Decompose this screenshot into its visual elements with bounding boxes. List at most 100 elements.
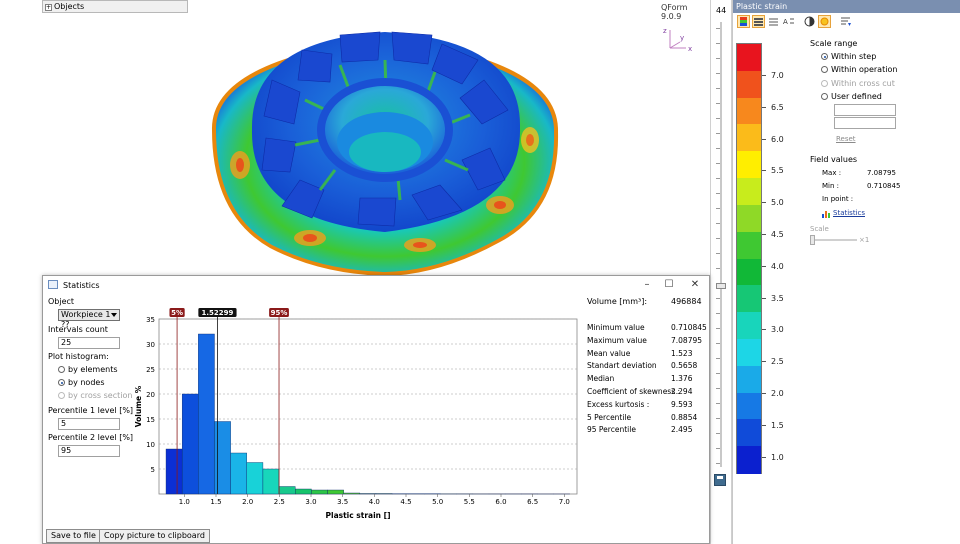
volume-label: Volume [mm³]: [587, 297, 647, 306]
histogram-bar [263, 469, 279, 494]
scale-color-band [737, 259, 761, 286]
close-button[interactable]: ✕ [687, 278, 703, 292]
statistics-link[interactable]: Statistics [833, 209, 865, 217]
radio-icon [821, 93, 828, 100]
objects-tree-header[interactable]: + Objects [42, 0, 188, 13]
stat-label: Minimum value [587, 323, 645, 332]
percentile-marker-label: 5% [171, 309, 183, 317]
histogram-bar [166, 449, 182, 494]
scale-text-icon[interactable]: A [782, 15, 795, 28]
scale-label: 5.5 [771, 166, 784, 175]
step-slider-thumb[interactable] [716, 283, 726, 289]
reset-link[interactable]: Reset [836, 135, 856, 143]
histogram-chart: 5 10 15 20 25 30 35 1.0 1.5 2.0 2.5 3.0 3.5 4.0 4.5 5.0… [133, 302, 583, 524]
options-icon[interactable] [839, 15, 852, 28]
statistics-icon[interactable] [822, 210, 831, 218]
x-tick-label: 2.0 [242, 498, 253, 506]
slider-tick [716, 223, 720, 224]
scale-color-band [737, 98, 761, 125]
histogram-bar [311, 490, 327, 494]
x-tick-label: 3.0 [305, 498, 316, 506]
y-axis-title: Volume % [134, 385, 143, 427]
y-tick-label: 5 [151, 466, 155, 474]
percentile1-input[interactable]: 5 [58, 418, 120, 430]
intervals-input[interactable]: 25 [58, 337, 120, 349]
chart-icon [48, 280, 58, 289]
user-defined-min-input[interactable] [834, 117, 896, 129]
radio-option[interactable]: by nodes [58, 378, 105, 388]
scale-color-band [737, 366, 761, 393]
radio-label: Within operation [831, 65, 897, 74]
scale-label: 3.0 [771, 325, 784, 334]
max-value: 7.08795 [867, 169, 896, 177]
scale-label: 2.0 [771, 389, 784, 398]
radio-option[interactable]: Within operation [821, 65, 897, 75]
scale-slider-thumb[interactable] [810, 235, 815, 245]
radio-label: Within cross cut [831, 79, 895, 88]
radio-icon [58, 379, 65, 386]
stat-label: Coefficient of skewness : [587, 387, 680, 396]
radio-option[interactable]: Within step [821, 52, 876, 62]
maximize-button[interactable]: ☐ [661, 278, 677, 292]
scale-tick [762, 266, 766, 267]
radio-icon [821, 80, 828, 87]
y-tick-label: 35 [146, 316, 155, 324]
scale-label: Scale [810, 225, 829, 233]
minimize-button[interactable]: – [639, 278, 655, 292]
slider-tick [716, 178, 720, 179]
scale-label: 6.0 [771, 135, 784, 144]
stat-value: 1.376 [671, 374, 692, 383]
object-select[interactable]: Workpiece 1 ?? [58, 309, 120, 321]
scale-slider-track[interactable] [813, 239, 857, 241]
stat-value: 2.495 [671, 425, 692, 434]
user-defined-max-input[interactable] [834, 104, 896, 116]
scale-label: 2.5 [771, 357, 784, 366]
step-slider-track[interactable] [720, 22, 722, 467]
radio-option: Within cross cut [821, 79, 895, 89]
workpiece-3d-model[interactable] [200, 20, 570, 280]
slider-tick [716, 118, 720, 119]
scale-color-band [737, 339, 761, 366]
radio-label: User defined [831, 92, 882, 101]
slider-tick [716, 448, 720, 449]
x-tick-label: 1.0 [179, 498, 190, 506]
scale-bands-icon[interactable] [752, 15, 765, 28]
stat-label: 95 Percentile [587, 425, 636, 434]
min-value: 0.710845 [867, 182, 900, 190]
contrast-icon[interactable] [803, 15, 816, 28]
save-icon[interactable] [714, 474, 726, 486]
x-tick-label: 1.5 [210, 498, 221, 506]
sun-icon[interactable] [818, 15, 831, 28]
stat-value: 0.8854 [671, 413, 697, 422]
axis-y-label: y [680, 34, 684, 42]
percentile2-input[interactable]: 95 [58, 445, 120, 457]
slider-tick [716, 148, 720, 149]
in-point-label: In point : [822, 195, 853, 203]
slider-tick [716, 343, 720, 344]
expand-icon[interactable]: + [45, 4, 52, 11]
slider-tick [716, 43, 720, 44]
save-to-file-button[interactable]: Save to file [46, 529, 101, 543]
stat-label: Standart deviation [587, 361, 657, 370]
percentile-marker-label: 1.52299 [202, 309, 234, 317]
step-number: 44 [716, 6, 726, 15]
slider-tick [716, 298, 720, 299]
dialog-titlebar[interactable]: Statistics – ☐ ✕ [43, 276, 709, 294]
scale-colors-icon[interactable] [737, 15, 750, 28]
scale-label: 1.5 [771, 421, 784, 430]
radio-option[interactable]: by elements [58, 365, 118, 375]
slider-tick [716, 268, 720, 269]
scale-lines-icon[interactable] [767, 15, 780, 28]
scale-tick [762, 329, 766, 330]
y-tick-label: 20 [146, 391, 155, 399]
copy-picture-button[interactable]: Copy picture to clipboard [99, 529, 210, 543]
stat-value: 0.5658 [671, 361, 697, 370]
histogram-bar [279, 487, 295, 495]
radio-icon [58, 366, 65, 373]
radio-option[interactable]: User defined [821, 92, 882, 102]
scale-color-band [737, 232, 761, 259]
max-label: Max : [822, 169, 841, 177]
stat-label: Excess kurtosis : [587, 400, 649, 409]
svg-text:A: A [783, 18, 788, 26]
intervals-label: Intervals count [48, 325, 108, 334]
